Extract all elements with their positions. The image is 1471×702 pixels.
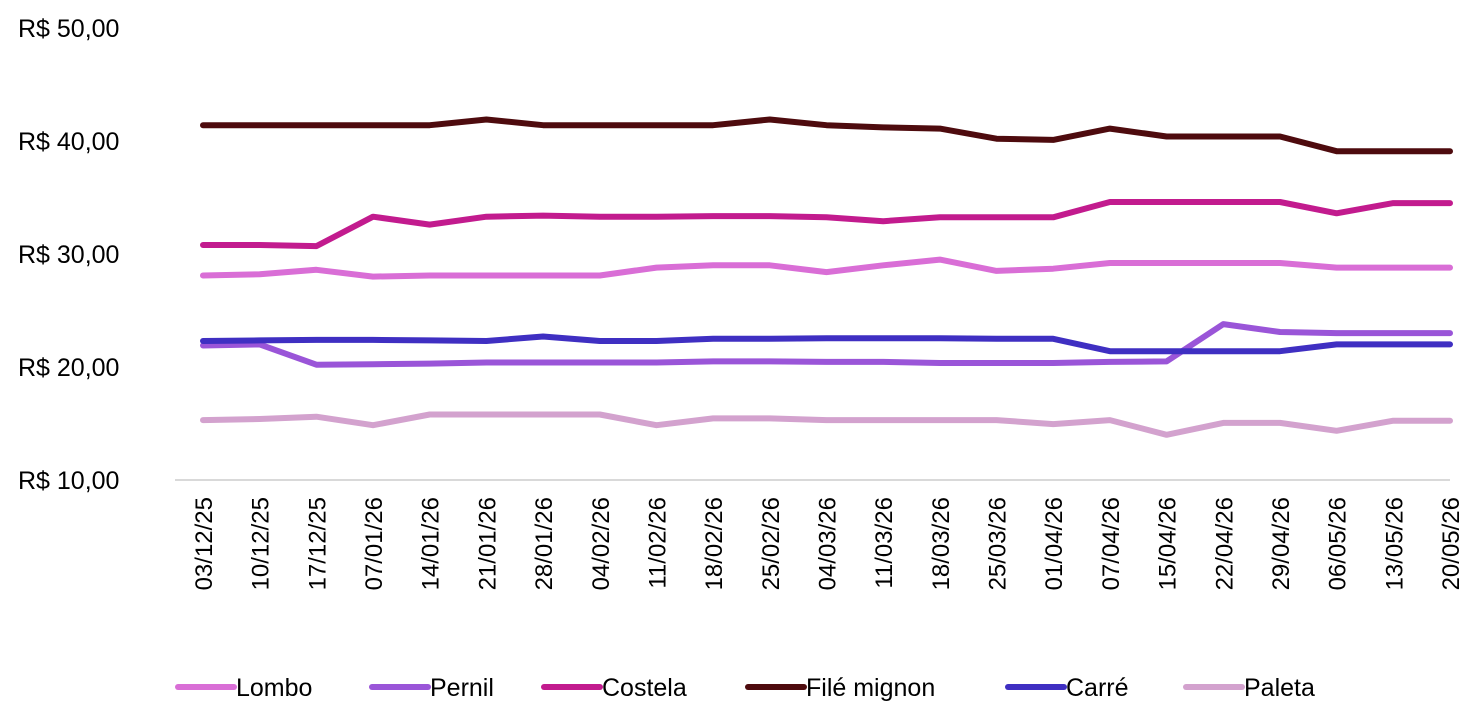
x-tick-label: 11/03/26	[871, 497, 898, 589]
x-tick-label: 29/04/26	[1268, 497, 1295, 590]
x-tick-label: 13/05/26	[1381, 497, 1408, 590]
x-tick-label: 06/05/26	[1325, 497, 1352, 590]
x-tick-label: 18/02/26	[701, 497, 728, 590]
legend-label: Costela	[602, 674, 687, 702]
legend-label: Lombo	[236, 674, 312, 702]
series-line-paleta	[200, 411, 1453, 438]
x-tick-label: 25/03/26	[985, 497, 1012, 590]
series-line-costela	[200, 199, 1453, 250]
series-line-carr-	[200, 333, 1453, 355]
legend-label: Paleta	[1244, 674, 1315, 702]
y-tick-label: R$ 30,00	[18, 241, 119, 269]
legend: Lombo Pernil Costela Filé mignon Carré Paleta	[175, 674, 1315, 702]
x-axis: 03/12/25 10/12/25 17/12/25 07/01/26 14/01/26…	[191, 497, 1465, 590]
x-tick-label: 07/04/26	[1098, 497, 1125, 590]
x-tick-label: 18/03/26	[928, 497, 955, 590]
x-tick-label: 01/04/26	[1041, 497, 1068, 590]
series-line-fil-mignon	[200, 116, 1453, 155]
y-tick-label: R$ 10,00	[18, 467, 119, 495]
series-lines	[200, 116, 1453, 438]
x-tick-label: 07/01/26	[361, 497, 388, 590]
x-tick-label: 15/04/26	[1155, 497, 1182, 590]
x-tick-label: 17/12/25	[304, 497, 331, 590]
x-tick-label: 04/02/26	[588, 497, 615, 590]
legend-label: Filé mignon	[806, 674, 935, 702]
x-tick-label: 28/01/26	[531, 497, 558, 590]
x-tick-label: 03/12/25	[191, 497, 218, 590]
y-axis: R$ 10,00 R$ 20,00 R$ 30,00 R$ 40,00 R$ 50,00	[18, 15, 119, 495]
x-tick-label: 25/02/26	[758, 497, 785, 590]
x-tick-label: 04/03/26	[815, 497, 842, 590]
y-tick-label: R$ 20,00	[18, 354, 119, 382]
legend-label: Carré	[1066, 674, 1129, 702]
x-tick-label: 11/02/26	[644, 497, 671, 589]
y-tick-label: R$ 40,00	[18, 128, 119, 156]
x-tick-label: 14/01/26	[418, 497, 445, 590]
series-line-pernil	[200, 321, 1453, 368]
y-tick-label: R$ 50,00	[18, 15, 119, 43]
x-tick-label: 20/05/26	[1438, 497, 1465, 590]
series-line-lombo	[200, 256, 1453, 280]
legend-label: Pernil	[430, 674, 494, 702]
x-tick-label: 21/01/26	[474, 497, 501, 590]
x-tick-label: 10/12/25	[248, 497, 275, 590]
x-tick-label: 22/04/26	[1211, 497, 1238, 590]
